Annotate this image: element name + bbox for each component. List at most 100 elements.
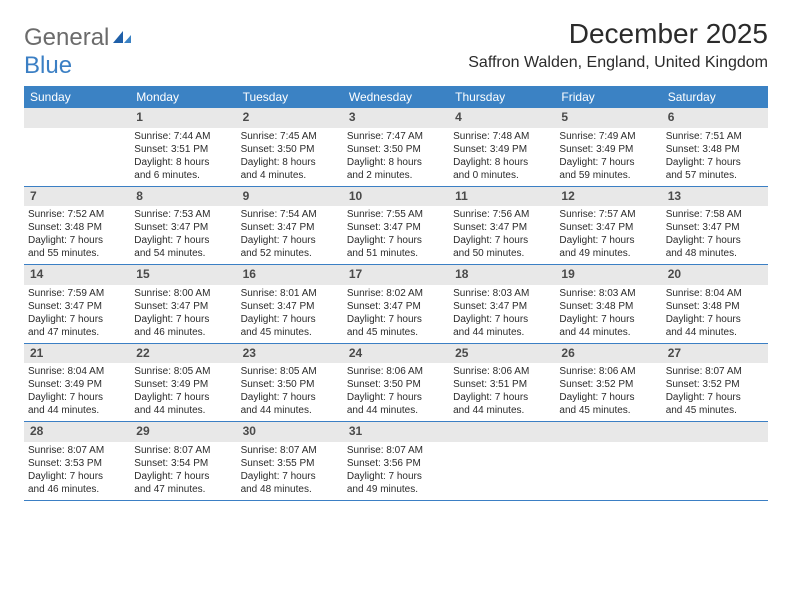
- sunrise-line: Sunrise: 8:07 AM: [241, 444, 339, 457]
- daylight-line-2: and 55 minutes.: [28, 247, 126, 260]
- weekday-header: Monday: [130, 86, 236, 108]
- weekday-header: Sunday: [24, 86, 130, 108]
- sunrise-line: Sunrise: 8:07 AM: [666, 365, 764, 378]
- sunrise-line: Sunrise: 7:52 AM: [28, 208, 126, 221]
- day-cell: Sunrise: 8:06 AMSunset: 3:50 PMDaylight:…: [343, 363, 449, 422]
- daylight-line-1: Daylight: 7 hours: [453, 313, 551, 326]
- sunset-line: Sunset: 3:47 PM: [666, 221, 764, 234]
- day-cell: Sunrise: 8:05 AMSunset: 3:50 PMDaylight:…: [237, 363, 343, 422]
- sunset-line: Sunset: 3:49 PM: [453, 143, 551, 156]
- daylight-line-2: and 4 minutes.: [241, 169, 339, 182]
- sunrise-line: Sunrise: 8:06 AM: [559, 365, 657, 378]
- sunrise-line: Sunrise: 8:05 AM: [134, 365, 232, 378]
- daylight-line-2: and 45 minutes.: [666, 404, 764, 417]
- daylight-line-2: and 52 minutes.: [241, 247, 339, 260]
- day-content-row: Sunrise: 8:04 AMSunset: 3:49 PMDaylight:…: [24, 363, 768, 422]
- daylight-line-1: Daylight: 7 hours: [347, 234, 445, 247]
- day-cell: Sunrise: 7:45 AMSunset: 3:50 PMDaylight:…: [237, 128, 343, 187]
- sunset-line: Sunset: 3:47 PM: [453, 221, 551, 234]
- sunrise-line: Sunrise: 7:53 AM: [134, 208, 232, 221]
- day-cell: Sunrise: 8:04 AMSunset: 3:48 PMDaylight:…: [662, 285, 768, 344]
- logo-sail-icon: [111, 24, 133, 52]
- sunset-line: Sunset: 3:49 PM: [28, 378, 126, 391]
- daylight-line-2: and 54 minutes.: [134, 247, 232, 260]
- daylight-line-2: and 44 minutes.: [241, 404, 339, 417]
- weekday-header: Friday: [555, 86, 661, 108]
- sunset-line: Sunset: 3:47 PM: [347, 221, 445, 234]
- day-number: 25: [449, 343, 555, 363]
- sunrise-line: Sunrise: 8:01 AM: [241, 287, 339, 300]
- day-number-row: 78910111213: [24, 186, 768, 206]
- sunset-line: Sunset: 3:51 PM: [453, 378, 551, 391]
- sunset-line: Sunset: 3:51 PM: [134, 143, 232, 156]
- day-cell: Sunrise: 7:59 AMSunset: 3:47 PMDaylight:…: [24, 285, 130, 344]
- sunrise-line: Sunrise: 8:06 AM: [453, 365, 551, 378]
- logo-text-general: General: [24, 24, 109, 51]
- day-cell: Sunrise: 8:06 AMSunset: 3:51 PMDaylight:…: [449, 363, 555, 422]
- day-cell: Sunrise: 8:00 AMSunset: 3:47 PMDaylight:…: [130, 285, 236, 344]
- daylight-line-1: Daylight: 7 hours: [241, 313, 339, 326]
- day-cell: [555, 442, 661, 501]
- daylight-line-2: and 46 minutes.: [134, 326, 232, 339]
- sunrise-line: Sunrise: 7:54 AM: [241, 208, 339, 221]
- sunrise-line: Sunrise: 8:03 AM: [453, 287, 551, 300]
- day-number: 1: [130, 108, 236, 128]
- sunset-line: Sunset: 3:48 PM: [559, 300, 657, 313]
- sunset-line: Sunset: 3:47 PM: [28, 300, 126, 313]
- day-number-row: 28293031: [24, 422, 768, 442]
- day-number: [24, 108, 130, 128]
- daylight-line-2: and 44 minutes.: [453, 326, 551, 339]
- daylight-line-1: Daylight: 7 hours: [559, 156, 657, 169]
- daylight-line-2: and 44 minutes.: [666, 326, 764, 339]
- daylight-line-1: Daylight: 8 hours: [347, 156, 445, 169]
- day-cell: Sunrise: 8:07 AMSunset: 3:52 PMDaylight:…: [662, 363, 768, 422]
- sunset-line: Sunset: 3:52 PM: [559, 378, 657, 391]
- sunset-line: Sunset: 3:52 PM: [666, 378, 764, 391]
- day-number: 18: [449, 265, 555, 285]
- day-number: 8: [130, 186, 236, 206]
- day-cell: Sunrise: 7:49 AMSunset: 3:49 PMDaylight:…: [555, 128, 661, 187]
- sunrise-line: Sunrise: 7:59 AM: [28, 287, 126, 300]
- day-number: 9: [237, 186, 343, 206]
- sunrise-line: Sunrise: 8:04 AM: [666, 287, 764, 300]
- day-cell: Sunrise: 7:52 AMSunset: 3:48 PMDaylight:…: [24, 206, 130, 265]
- daylight-line-1: Daylight: 7 hours: [666, 156, 764, 169]
- daylight-line-2: and 45 minutes.: [347, 326, 445, 339]
- day-number-row: 21222324252627: [24, 343, 768, 363]
- daylight-line-1: Daylight: 7 hours: [559, 391, 657, 404]
- sunrise-line: Sunrise: 7:55 AM: [347, 208, 445, 221]
- daylight-line-1: Daylight: 7 hours: [241, 234, 339, 247]
- daylight-line-2: and 46 minutes.: [28, 483, 126, 496]
- sunset-line: Sunset: 3:50 PM: [347, 143, 445, 156]
- daylight-line-1: Daylight: 7 hours: [134, 391, 232, 404]
- day-cell: Sunrise: 7:44 AMSunset: 3:51 PMDaylight:…: [130, 128, 236, 187]
- day-cell: Sunrise: 8:07 AMSunset: 3:53 PMDaylight:…: [24, 442, 130, 501]
- day-cell: Sunrise: 7:58 AMSunset: 3:47 PMDaylight:…: [662, 206, 768, 265]
- daylight-line-1: Daylight: 7 hours: [241, 470, 339, 483]
- calendar-header-row: SundayMondayTuesdayWednesdayThursdayFrid…: [24, 86, 768, 108]
- day-number: 29: [130, 422, 236, 442]
- daylight-line-1: Daylight: 8 hours: [134, 156, 232, 169]
- day-number: 31: [343, 422, 449, 442]
- day-cell: Sunrise: 7:54 AMSunset: 3:47 PMDaylight:…: [237, 206, 343, 265]
- sunrise-line: Sunrise: 7:58 AM: [666, 208, 764, 221]
- day-cell: Sunrise: 8:07 AMSunset: 3:56 PMDaylight:…: [343, 442, 449, 501]
- sunrise-line: Sunrise: 8:05 AM: [241, 365, 339, 378]
- day-number: [555, 422, 661, 442]
- sunset-line: Sunset: 3:47 PM: [241, 221, 339, 234]
- daylight-line-2: and 49 minutes.: [347, 483, 445, 496]
- day-number: 30: [237, 422, 343, 442]
- day-number: 10: [343, 186, 449, 206]
- title-block: December 2025 Saffron Walden, England, U…: [468, 18, 768, 72]
- daylight-line-2: and 57 minutes.: [666, 169, 764, 182]
- day-cell: Sunrise: 7:56 AMSunset: 3:47 PMDaylight:…: [449, 206, 555, 265]
- day-number: 15: [130, 265, 236, 285]
- day-content-row: Sunrise: 8:07 AMSunset: 3:53 PMDaylight:…: [24, 442, 768, 501]
- daylight-line-1: Daylight: 7 hours: [28, 234, 126, 247]
- day-number: 2: [237, 108, 343, 128]
- sunrise-line: Sunrise: 7:44 AM: [134, 130, 232, 143]
- day-number: 6: [662, 108, 768, 128]
- day-number: 12: [555, 186, 661, 206]
- day-content-row: Sunrise: 7:44 AMSunset: 3:51 PMDaylight:…: [24, 128, 768, 187]
- day-cell: Sunrise: 8:02 AMSunset: 3:47 PMDaylight:…: [343, 285, 449, 344]
